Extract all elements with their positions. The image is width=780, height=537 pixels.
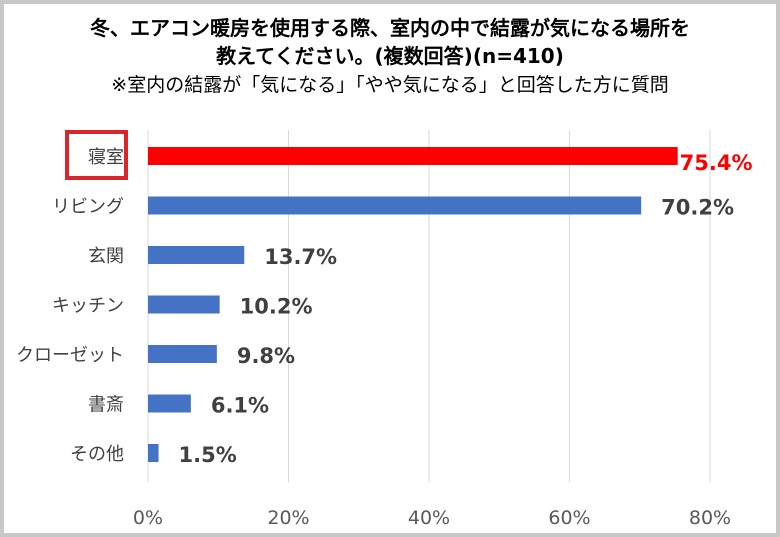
chart-title-line1: 冬、エアコン暖房を使用する際、室内の中で結露が気になる場所を — [90, 16, 690, 40]
x-tick-label: 80% — [689, 507, 731, 529]
category-label: 書斎 — [88, 395, 124, 416]
x-tick-label: 60% — [548, 507, 590, 529]
highlight-box — [65, 130, 128, 180]
chart-title-line2: 教えてください。(複数回答)(n=410) — [216, 44, 564, 68]
bar — [148, 295, 220, 314]
bar — [148, 345, 217, 363]
bar — [148, 196, 642, 215]
category-label: クローゼット — [16, 345, 124, 366]
category-label: その他 — [70, 444, 124, 465]
data-label: 13.7% — [264, 245, 337, 269]
data-label: 70.2% — [661, 196, 734, 220]
x-tick-label: 20% — [267, 507, 309, 529]
bar — [148, 246, 245, 264]
bar — [148, 394, 191, 413]
bar — [148, 147, 678, 165]
data-label: 1.5% — [179, 443, 237, 467]
x-tick-label: 0% — [133, 507, 163, 529]
x-tick-label: 40% — [408, 507, 450, 529]
data-label: 10.2% — [240, 295, 313, 319]
bar — [148, 444, 159, 462]
data-label: 9.8% — [237, 344, 295, 368]
data-label: 75.4% — [680, 151, 753, 175]
chart-subtitle: ※室内の結露が「気になる」「やや気になる」と回答した方に質問 — [111, 74, 669, 96]
data-label: 6.1% — [211, 394, 269, 418]
category-label: 寝室 — [88, 147, 124, 168]
category-label: 玄関 — [88, 246, 124, 267]
category-label: キッチン — [52, 296, 124, 317]
category-label: リビング — [52, 197, 124, 218]
